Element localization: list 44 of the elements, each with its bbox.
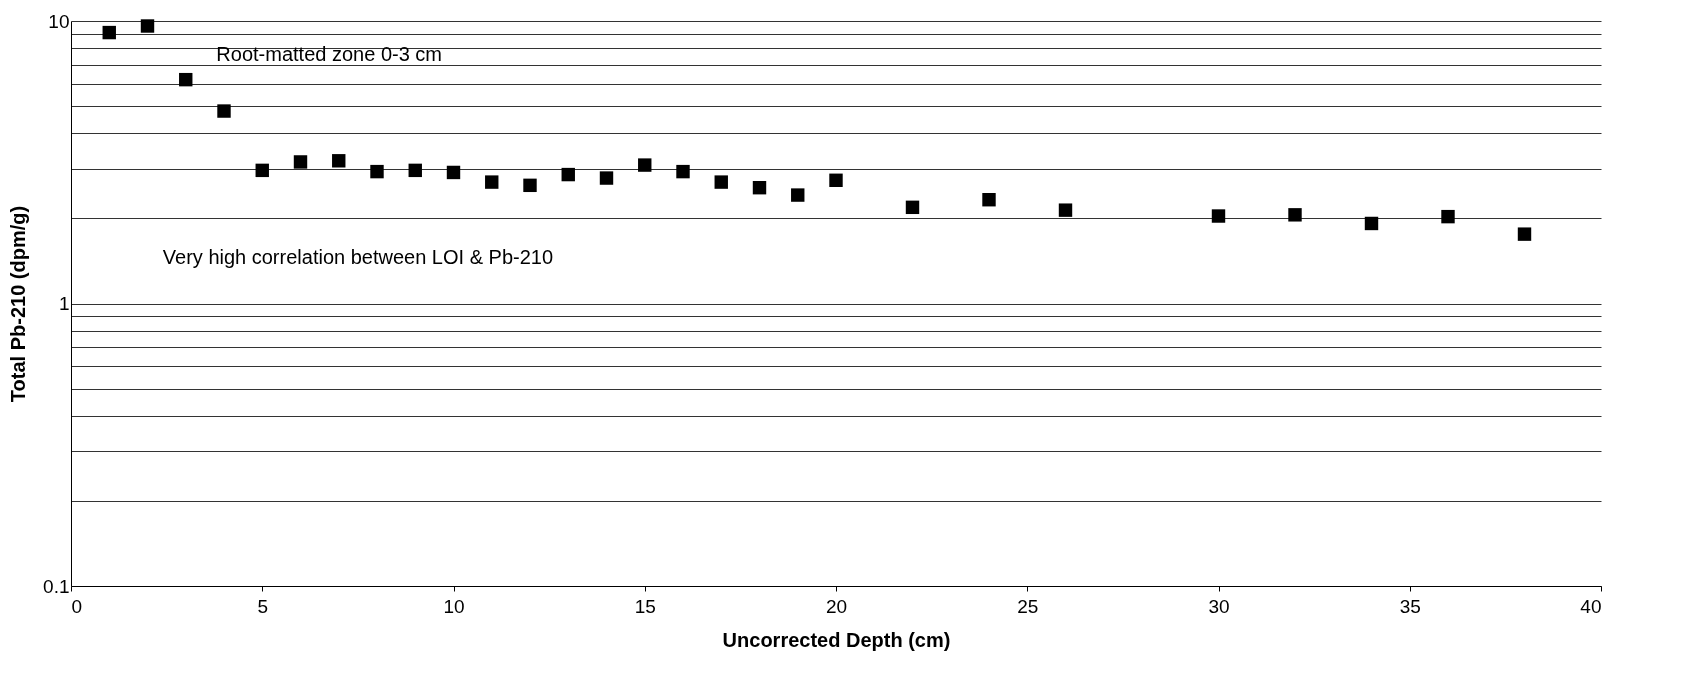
- point: [638, 158, 652, 172]
- x-tick-label: 35: [1399, 595, 1421, 617]
- point: [102, 25, 116, 40]
- point: [714, 175, 728, 189]
- point: [293, 155, 308, 169]
- point: [599, 171, 614, 185]
- point: [332, 154, 346, 168]
- y-tick-label: 0.1: [43, 575, 70, 597]
- x-axis-title: Uncorrected Depth (cm): [722, 628, 951, 651]
- point: [140, 19, 155, 33]
- point: [1288, 208, 1302, 222]
- point: [1441, 209, 1455, 224]
- point: [1058, 203, 1073, 217]
- x-tick-label: 40: [1580, 595, 1602, 617]
- x-tick-label: 0: [71, 595, 83, 617]
- point: [676, 164, 690, 179]
- point: [1364, 216, 1379, 231]
- annotation: Root-matted zone 0-3 cm: [216, 42, 443, 65]
- point: [370, 164, 384, 179]
- point: [255, 163, 269, 178]
- x-tick-label: 5: [257, 595, 269, 617]
- point: [217, 104, 231, 118]
- x-tick-label: 30: [1208, 595, 1230, 617]
- point: [1211, 209, 1226, 223]
- x-tick-label: 20: [825, 595, 848, 617]
- point: [523, 178, 537, 193]
- point: [752, 180, 767, 195]
- x-tick-label: 10: [443, 595, 465, 617]
- x-tick-label: 15: [634, 595, 656, 617]
- point: [829, 173, 843, 187]
- point: [905, 200, 920, 215]
- y-tick-label: 1: [58, 293, 70, 314]
- point: [485, 175, 499, 189]
- point: [408, 163, 422, 178]
- point: [791, 188, 805, 202]
- annotation: Very high correlation between LOI & Pb-210: [162, 246, 554, 269]
- point: [982, 193, 996, 207]
- point: [561, 167, 575, 182]
- y-axis-title: Total Pb-210 (dpm/g): [7, 205, 30, 403]
- point: [1517, 227, 1532, 241]
- point: [179, 72, 193, 87]
- y-tick-label: 10: [48, 10, 70, 32]
- point: [446, 165, 461, 180]
- x-tick-label: 25: [1017, 595, 1039, 617]
